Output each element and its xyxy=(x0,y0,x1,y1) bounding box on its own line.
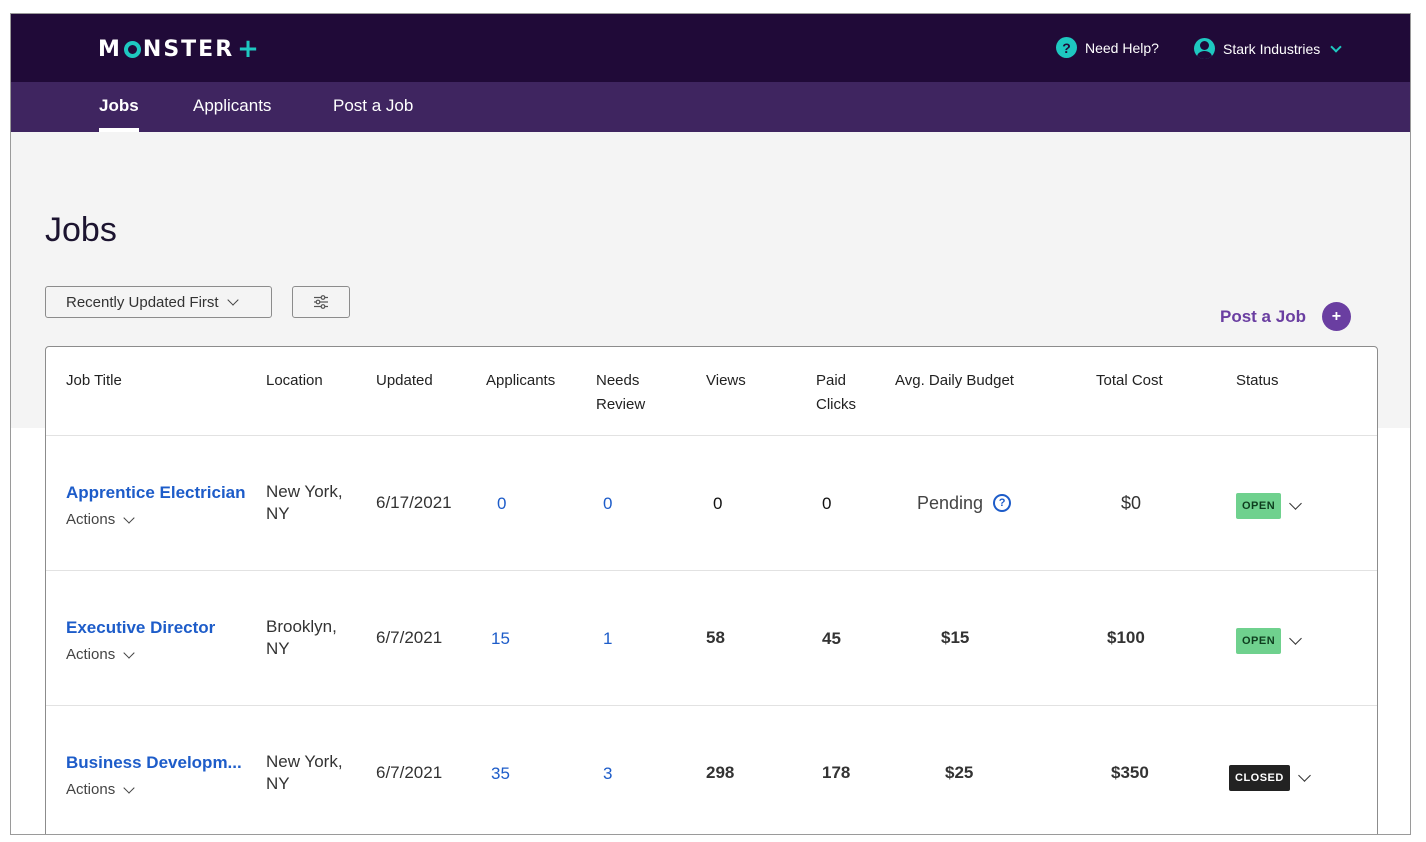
views-count: 0 xyxy=(713,494,723,513)
header-applicants[interactable]: Applicants xyxy=(486,372,556,389)
jobs-table: Job Title Location Updated Applicants Ne… xyxy=(45,346,1378,834)
header-total-cost[interactable]: Total Cost xyxy=(1096,372,1163,389)
actions-label: Actions xyxy=(66,646,116,663)
location-cell: New York, NY xyxy=(266,481,343,525)
location-state: NY xyxy=(266,639,290,658)
location-state: NY xyxy=(266,504,290,523)
needs-review-count-link[interactable]: 0 xyxy=(603,494,613,513)
account-name: Stark Industries xyxy=(1223,40,1321,57)
nav-tab-jobs[interactable]: Jobs xyxy=(99,96,139,132)
job-title-link[interactable]: Executive Director xyxy=(66,618,216,637)
header-paid-clicks-line1: Paid xyxy=(816,372,847,389)
actions-dropdown[interactable]: Actions xyxy=(66,644,135,666)
nav-tab-post-a-job[interactable]: Post a Job xyxy=(333,96,414,115)
budget-pending-label: Pending xyxy=(917,493,984,513)
applicants-count-link[interactable]: 0 xyxy=(497,494,507,513)
page-title: Jobs xyxy=(45,211,117,249)
chevron-down-icon xyxy=(1330,41,1342,53)
chevron-down-icon xyxy=(1297,769,1311,782)
nav-tab-applicants[interactable]: Applicants xyxy=(193,96,272,115)
needs-review-count-link[interactable]: 3 xyxy=(603,764,613,783)
question-icon[interactable]: ? xyxy=(993,494,1012,512)
account-menu[interactable]: Stark Industries xyxy=(1194,38,1342,59)
budget-cell: Pending ? xyxy=(917,492,1012,514)
chevron-down-icon xyxy=(123,647,135,659)
status-dropdown[interactable]: CLOSED xyxy=(1229,765,1311,791)
sliders-icon xyxy=(314,295,328,309)
header-status[interactable]: Status xyxy=(1236,372,1279,389)
post-a-job-label: Post a Job xyxy=(1220,306,1306,326)
updated-date: 6/17/2021 xyxy=(376,493,452,512)
table-row: Executive Director Actions Brooklyn, NY … xyxy=(46,570,1377,705)
job-title-link[interactable]: Business Developm... xyxy=(66,753,242,772)
location-city: Brooklyn, xyxy=(266,617,337,636)
main-nav: Jobs Applicants Post a Job xyxy=(11,82,1410,132)
updated-date: 6/7/2021 xyxy=(376,628,443,647)
actions-dropdown[interactable]: Actions xyxy=(66,509,135,531)
question-icon: ? xyxy=(1056,37,1077,58)
logo-m: M xyxy=(98,36,122,62)
updated-date: 6/7/2021 xyxy=(376,763,443,782)
chevron-down-icon xyxy=(123,782,135,794)
logo-plus: + xyxy=(237,34,261,64)
location-city: New York, xyxy=(266,482,343,501)
paid-clicks-count: 0 xyxy=(822,494,832,513)
location-state: NY xyxy=(266,774,290,793)
total-cost: $350 xyxy=(1111,763,1149,782)
header-updated[interactable]: Updated xyxy=(376,372,433,389)
header-avg-daily-budget[interactable]: Avg. Daily Budget xyxy=(895,372,1014,389)
header-paid-clicks-line2: Clicks xyxy=(816,396,856,413)
job-title-link[interactable]: Apprentice Electrician xyxy=(66,483,246,502)
plus-icon: + xyxy=(1321,302,1351,331)
header-needs-review-line2: Review xyxy=(596,396,646,413)
need-help-link[interactable]: ? Need Help? xyxy=(1056,37,1159,58)
header-needs-review-line1: Needs xyxy=(596,372,640,389)
header-job-title[interactable]: Job Title xyxy=(66,372,122,389)
views-count: 298 xyxy=(706,763,735,782)
status-dropdown[interactable]: OPEN xyxy=(1236,493,1303,519)
header-views[interactable]: Views xyxy=(706,372,746,389)
total-cost: $100 xyxy=(1107,628,1145,647)
header-paid-clicks[interactable]: Paid Clicks xyxy=(816,369,856,417)
header-needs-review[interactable]: Needs Review xyxy=(596,369,645,417)
chevron-down-icon xyxy=(1289,497,1303,510)
post-a-job-button[interactable]: Post a Job + xyxy=(1220,302,1351,331)
app-window: M NSTER + ? Need Help? Stark Industries … xyxy=(10,13,1411,835)
location-cell: New York, NY xyxy=(266,751,343,795)
location-cell: Brooklyn, NY xyxy=(266,616,337,660)
actions-dropdown[interactable]: Actions xyxy=(66,779,135,801)
table-row: Business Developm... Actions New York, N… xyxy=(46,705,1377,834)
avg-daily-budget: $15 xyxy=(941,628,970,647)
status-dropdown[interactable]: OPEN xyxy=(1236,628,1303,654)
table-row: Apprentice Electrician Actions New York,… xyxy=(46,435,1377,570)
chevron-down-icon xyxy=(1289,632,1303,645)
sort-dropdown[interactable]: Recently Updated First xyxy=(45,286,272,318)
need-help-label: Need Help? xyxy=(1085,39,1159,56)
avg-daily-budget: $25 xyxy=(945,763,974,782)
logo-rest: NSTER xyxy=(142,36,235,62)
paid-clicks-count: 45 xyxy=(822,629,841,648)
applicants-count-link[interactable]: 15 xyxy=(491,629,510,648)
status-badge: OPEN xyxy=(1236,628,1282,654)
chevron-down-icon xyxy=(123,512,135,524)
filter-button[interactable] xyxy=(292,286,350,318)
top-bar: M NSTER + ? Need Help? Stark Industries xyxy=(11,14,1410,82)
views-count: 58 xyxy=(706,628,725,647)
status-badge: CLOSED xyxy=(1229,765,1290,791)
sort-dropdown-label: Recently Updated First xyxy=(66,293,219,311)
location-city: New York, xyxy=(266,752,343,771)
logo-o-ring xyxy=(123,40,141,58)
chevron-down-icon xyxy=(226,294,239,306)
total-cost: $0 xyxy=(1121,493,1142,513)
applicants-count-link[interactable]: 35 xyxy=(491,764,510,783)
monster-logo[interactable]: M NSTER + xyxy=(98,34,261,64)
paid-clicks-count: 178 xyxy=(822,763,851,782)
needs-review-count-link[interactable]: 1 xyxy=(603,629,613,648)
header-location[interactable]: Location xyxy=(266,372,323,389)
actions-label: Actions xyxy=(66,781,116,798)
user-icon xyxy=(1194,38,1215,59)
actions-label: Actions xyxy=(66,511,116,528)
status-badge: OPEN xyxy=(1236,493,1282,519)
